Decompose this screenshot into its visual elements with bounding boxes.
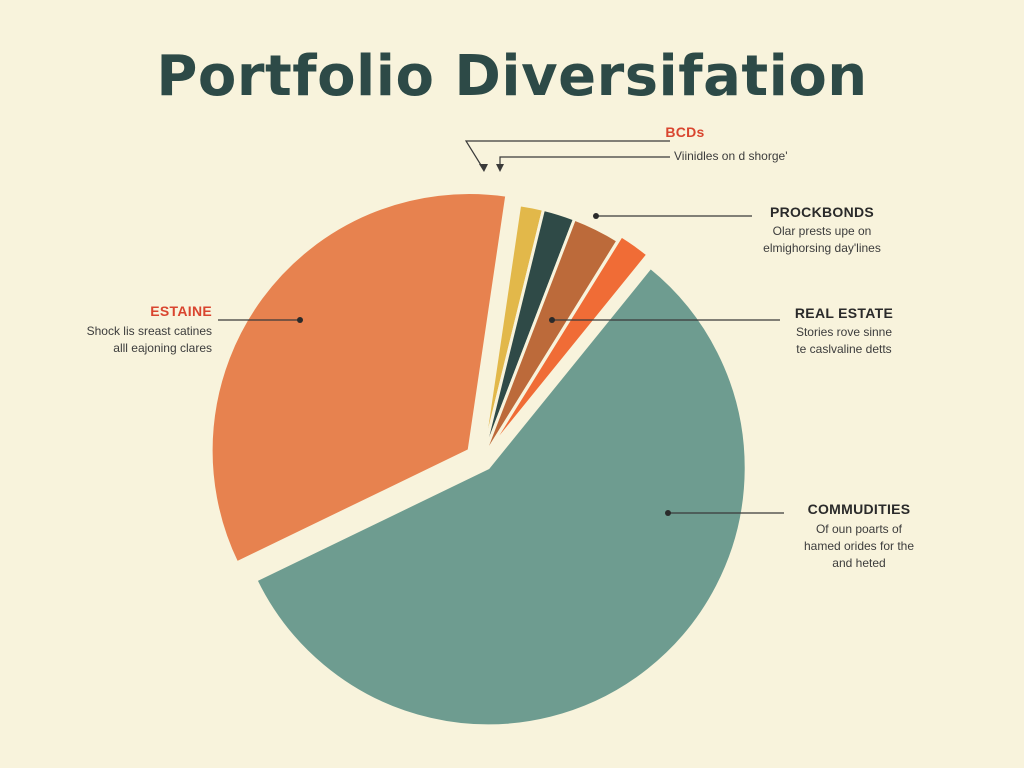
- leader-dot-commudities: [665, 510, 671, 516]
- label-estaine-name: ESTAINE: [150, 303, 212, 319]
- label-commudities-desc-2: hamed orides for the: [803, 539, 915, 553]
- label-estaine: ESTAINE Shock lis sreast catines alll ea…: [62, 303, 212, 357]
- label-prockbonds-desc-1: Olar prests upe on: [772, 224, 872, 238]
- pie-slice-commudities: [253, 265, 748, 728]
- label-bcds-desc: Viinidles on d shorge': [674, 148, 787, 165]
- label-prockbonds-name: PROCKBONDS: [769, 204, 875, 220]
- label-prockbonds-desc-2: elmighorsing day'lines: [763, 241, 881, 255]
- pie-slice-estaine: [209, 191, 509, 565]
- label-bcds: BCDs: [640, 124, 730, 140]
- label-commudities-desc-1: Of oun poarts of: [815, 522, 903, 536]
- leader-dot-real-estate: [549, 317, 555, 323]
- arrowhead-bcds-2: [496, 164, 504, 172]
- label-real-estate-name: REAL ESTATE: [794, 305, 894, 321]
- leader-dot-estaine: [297, 317, 303, 323]
- label-commudities-name: COMMUDITIES: [807, 501, 911, 517]
- arrowhead-bcds-1: [479, 164, 488, 172]
- label-commudities-desc-3: and heted: [832, 556, 886, 570]
- label-real-estate-desc-1: Stories rove sinne: [795, 325, 893, 339]
- leader-line-bcds-1: [464, 140, 670, 171]
- label-prockbonds: PROCKBONDS Olar prests upe on elmighorsi…: [752, 204, 892, 257]
- label-estaine-desc-1: Shock lis sreast catines: [86, 324, 212, 338]
- leader-dot-prockbonds: [593, 213, 599, 219]
- label-bcds-desc-text: Viinidles on d shorge': [674, 149, 788, 163]
- label-commudities: COMMUDITIES Of oun poarts of hamed oride…: [784, 501, 934, 572]
- chart-title: Portfolio Diversifation: [156, 44, 868, 109]
- pie-slice-real-estate: [484, 233, 650, 457]
- leader-line-bcds-2: [499, 156, 670, 168]
- label-real-estate: REAL ESTATE Stories rove sinne te caslva…: [774, 305, 914, 358]
- label-estaine-desc-2: alll eajoning clares: [113, 341, 212, 355]
- label-real-estate-desc-2: te caslvaline detts: [796, 342, 892, 356]
- label-bcds-name: BCDs: [665, 124, 705, 140]
